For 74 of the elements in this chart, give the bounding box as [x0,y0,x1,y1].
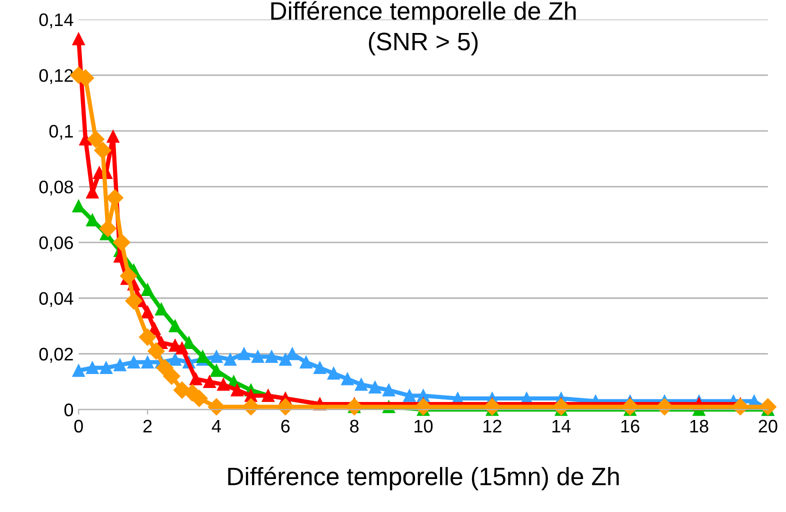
point [656,398,674,416]
point [86,362,99,374]
point [127,356,140,368]
point [72,364,85,377]
point [141,356,154,368]
y-tick-label: 0,06 [39,236,73,252]
x-tick-label: 0 [74,420,83,433]
point [141,306,154,318]
point [208,398,226,416]
y-tick-label: 0,12 [39,69,73,84]
point [141,284,154,296]
x-tick-label: 10 [414,420,433,433]
point [138,328,156,346]
point [484,398,501,416]
point [210,364,223,377]
point [120,267,138,284]
point [168,353,182,366]
point [190,372,202,386]
x-tick-label: 6 [281,420,290,433]
point [732,398,749,416]
x-axis-title: Différence temporelle (15mn) de Zh [228,466,619,490]
point [176,342,188,355]
point [94,142,112,159]
point [314,362,326,374]
point [382,384,396,396]
point [242,398,260,416]
y-tick-label: 0,04 [39,292,74,307]
point [341,372,354,386]
point [72,32,85,46]
point [224,353,236,366]
point [155,303,168,316]
y-tick-label: 0,14 [39,13,74,28]
point [759,398,776,416]
x-tick-label: 8 [350,420,359,433]
x-tick-label: 20 [758,420,778,433]
point [87,130,104,148]
point [230,384,244,396]
point [252,350,264,363]
point [552,398,570,416]
point [72,200,85,212]
point [276,398,294,416]
point [196,350,209,363]
point [168,320,182,332]
y-tick-label: 0 [64,404,74,416]
x-tick-label: 16 [621,420,640,433]
x-tick-label: 14 [552,420,571,432]
point [265,350,278,363]
point [238,348,250,360]
point [114,358,126,372]
x-tick-label: 4 [212,420,221,432]
point [125,292,142,310]
point [279,353,292,366]
x-tick-label: 12 [484,420,502,432]
point [100,362,112,374]
point [300,356,312,368]
x-tick-label: 18 [690,420,708,433]
point [622,398,639,416]
point [210,350,223,363]
point [354,378,368,391]
y-tick-label: 0,02 [39,348,73,363]
point [203,375,216,388]
point [217,378,230,391]
point [106,130,120,143]
point [414,398,432,416]
point [327,367,340,380]
y-tick-label: 0,08 [39,180,73,196]
x-tick-label: 2 [143,420,152,432]
chart-title: Différence temporelle de Zh (SNR > 5) [271,1,576,56]
point [368,381,382,394]
point [113,234,130,251]
point [403,389,416,402]
point [163,368,180,385]
y-tick-label: 0,1 [49,124,73,140]
point [148,342,165,360]
